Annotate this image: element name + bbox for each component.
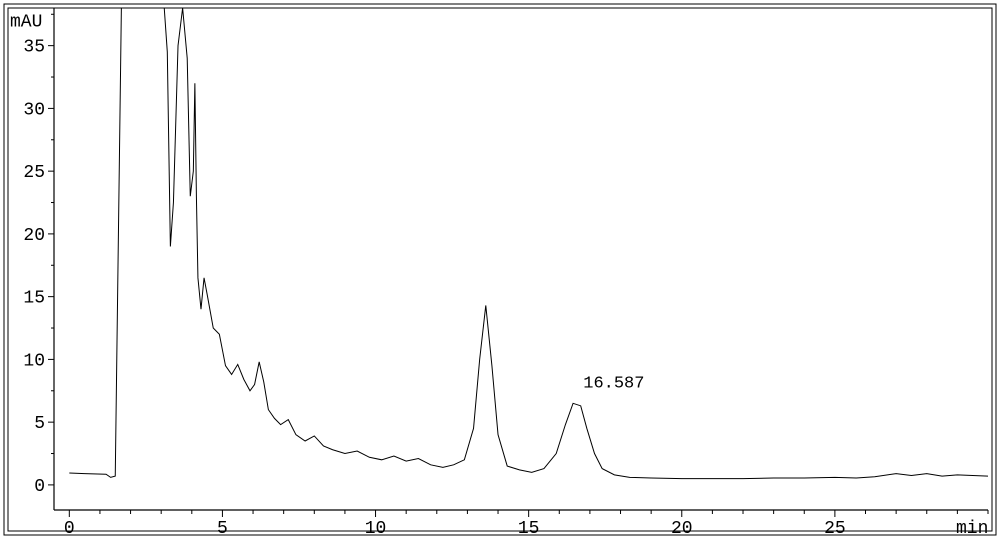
y-tick-label: 25 — [23, 163, 45, 183]
y-tick-label: 10 — [23, 351, 45, 371]
y-axis-label: mAU — [10, 13, 42, 33]
x-axis-label: min — [956, 519, 988, 539]
y-tick-label: 30 — [23, 100, 45, 120]
x-tick-label: 0 — [64, 519, 75, 539]
chromatogram-chart: 0 5 10 15 20 25 30 35 mAU 0 5 10 15 20 25 min 16.587 — [0, 0, 1000, 539]
x-tick-label: 15 — [518, 519, 540, 539]
x-tick-label: 5 — [217, 519, 228, 539]
chromatogram-trace — [69, 8, 988, 479]
y-tick-label: 0 — [34, 477, 45, 497]
y-tick-label: 35 — [23, 38, 45, 58]
outer-border — [4, 4, 996, 535]
x-tick-label: 10 — [365, 519, 387, 539]
y-tick-label: 5 — [34, 414, 45, 434]
x-tick-label: 20 — [671, 519, 693, 539]
peak-label: 16.587 — [583, 374, 644, 393]
y-tick-label: 20 — [23, 226, 45, 246]
inner-border — [8, 8, 992, 531]
x-tick-label: 25 — [824, 519, 846, 539]
y-tick-label: 15 — [23, 289, 45, 309]
